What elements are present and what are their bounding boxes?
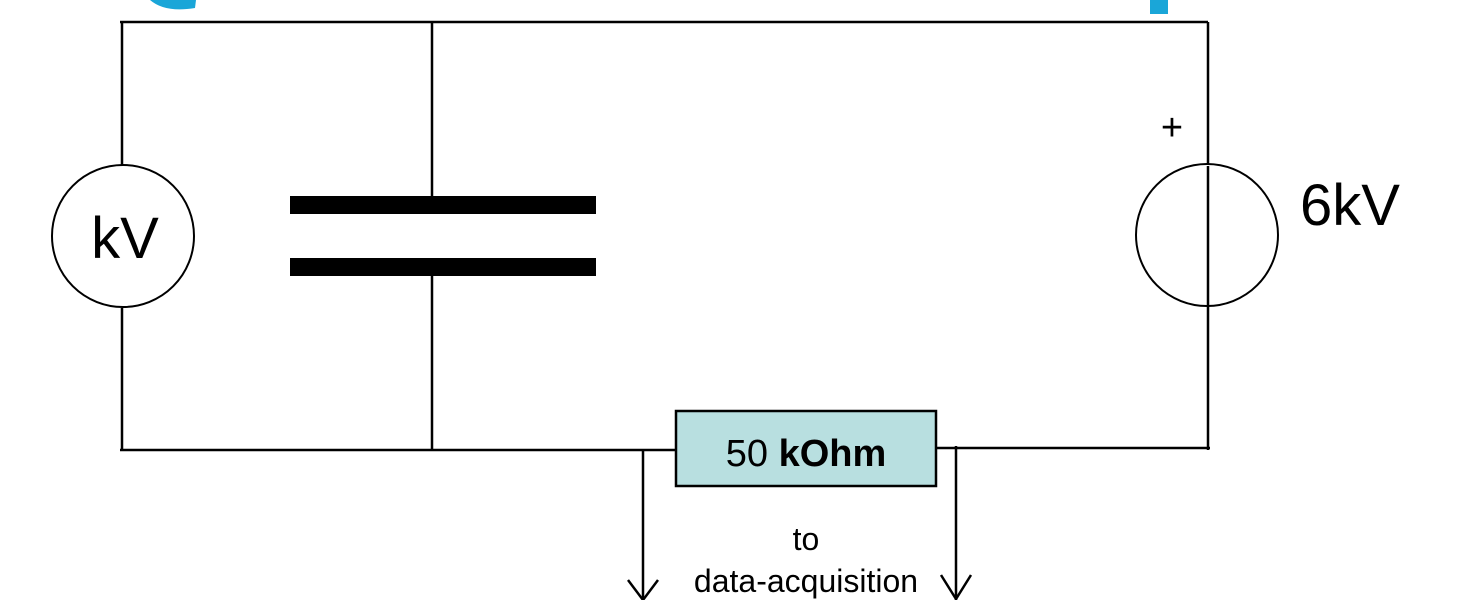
probe-arrows bbox=[627, 574, 973, 600]
voltmeter: kV bbox=[51, 164, 195, 308]
resistor-label: 50 kOhm bbox=[726, 433, 887, 475]
output-line-1: to bbox=[793, 521, 820, 557]
capacitor bbox=[290, 196, 596, 276]
resistor-unit: kOhm bbox=[779, 433, 887, 475]
resistor-value: 50 bbox=[726, 433, 768, 475]
output-label: to data-acquisition bbox=[694, 521, 918, 599]
voltmeter-circle bbox=[51, 164, 195, 308]
output-line-2: data-acquisition bbox=[694, 563, 918, 599]
arrow-right-icon bbox=[939, 574, 973, 600]
wires bbox=[120, 20, 1210, 600]
capacitor-plate-bottom bbox=[290, 258, 596, 276]
resistor: 50 kOhm bbox=[674, 409, 938, 488]
capacitor-plate-top bbox=[290, 196, 596, 214]
voltage-source: + 6kV bbox=[1135, 107, 1400, 307]
voltmeter-label: kV bbox=[91, 206, 159, 271]
title-remnant-left bbox=[150, 0, 196, 10]
source-polarity: + bbox=[1161, 107, 1183, 149]
resistor-box bbox=[674, 409, 938, 488]
source-voltage-label: 6kV bbox=[1300, 173, 1400, 238]
title-remnant-right bbox=[1150, 0, 1168, 14]
arrow-left-icon bbox=[627, 579, 659, 600]
cropped-title-remnant bbox=[150, 0, 1168, 14]
